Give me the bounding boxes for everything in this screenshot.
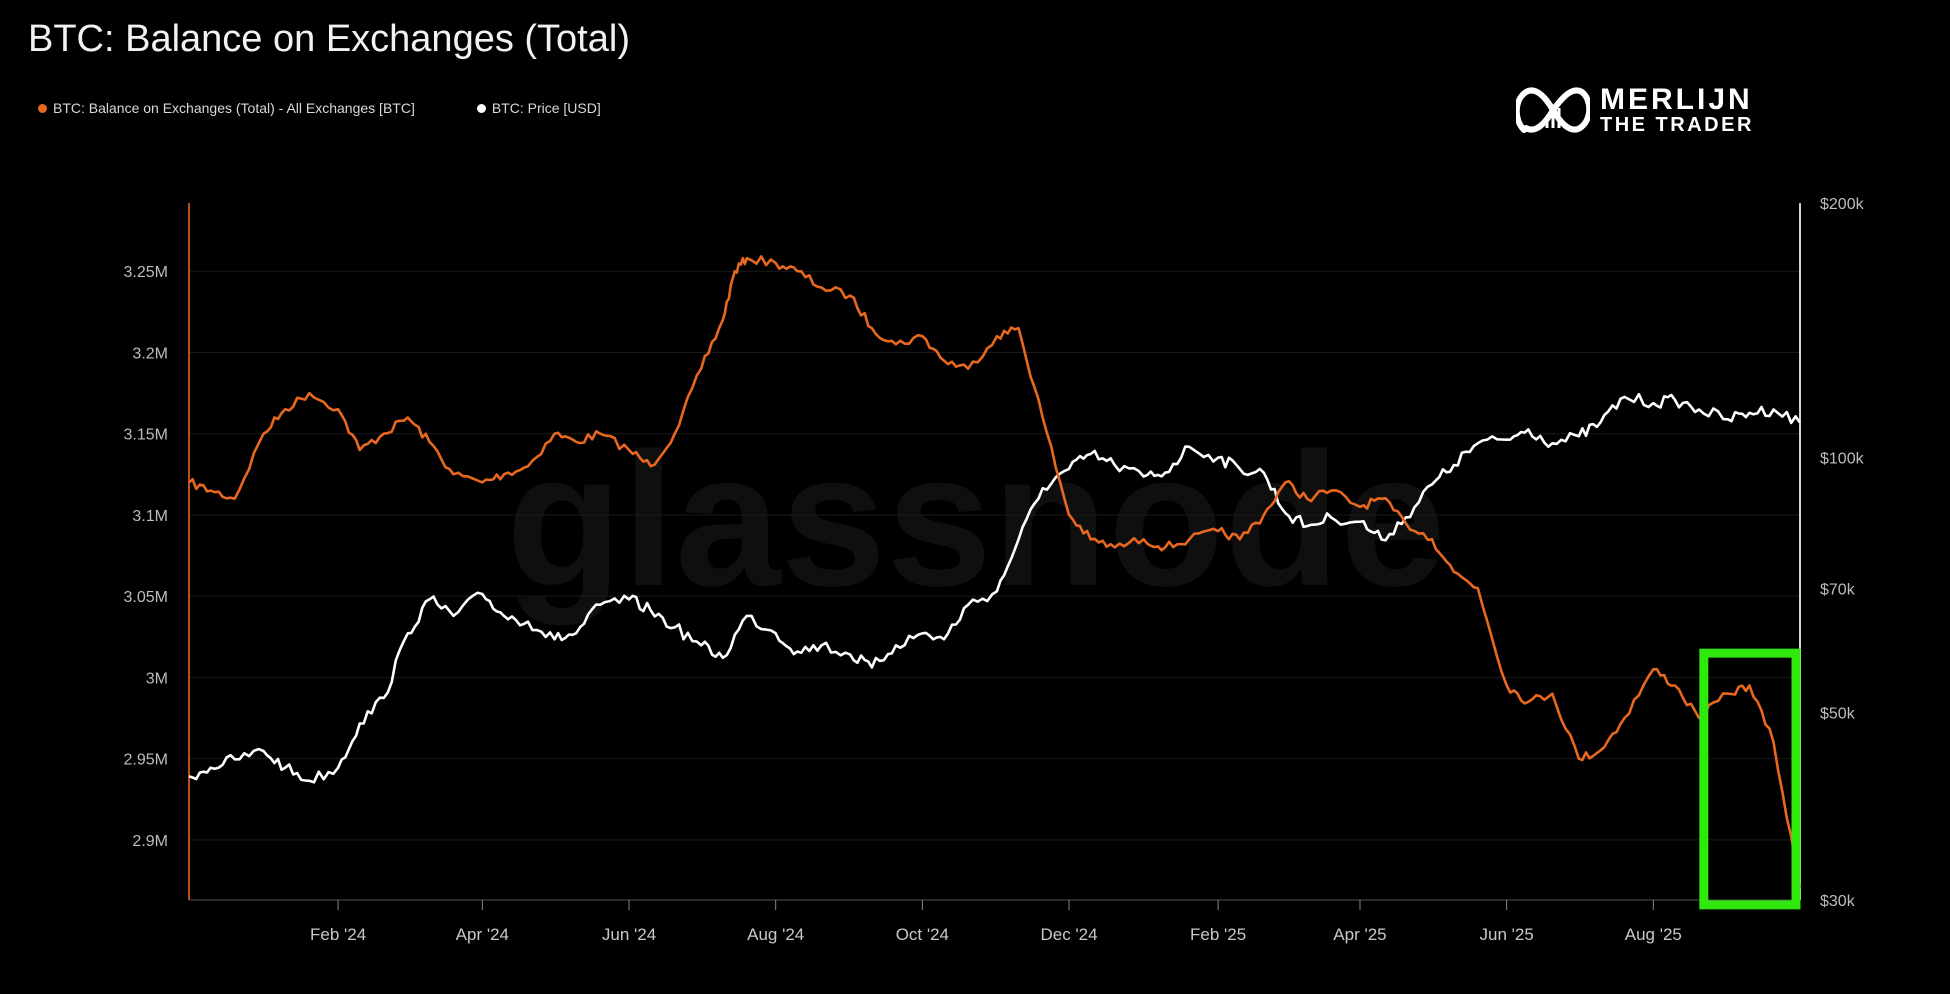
- y-right-ticks: $200k $100k $70k $50k $30k: [1820, 196, 1865, 910]
- series-price-line: [188, 392, 1802, 784]
- x-tick-label: Oct '24: [896, 925, 949, 944]
- y-right-tick-label: $30k: [1820, 893, 1856, 910]
- x-tick-label: Jun '25: [1480, 925, 1534, 944]
- y-left-ticks: 3.25M 3.2M 3.15M 3.1M 3.05M 3M 2.95M 2.9M: [124, 264, 168, 850]
- y-right-tick-label: $100k: [1820, 451, 1865, 468]
- y-left-tick-label: 3.1M: [132, 508, 168, 525]
- x-tick-label: Jun '24: [602, 925, 656, 944]
- x-tick-label: Apr '24: [456, 925, 509, 944]
- y-right-tick-label: $70k: [1820, 582, 1856, 599]
- legend: BTC: Balance on Exchanges (Total) - All …: [38, 100, 601, 116]
- x-tick-label: Aug '24: [747, 925, 804, 944]
- x-tick-label: Dec '24: [1040, 925, 1097, 944]
- brand-logo: MERLIJN THE TRADER: [1516, 84, 1754, 136]
- x-tick-label: Feb '24: [310, 925, 366, 944]
- y-left-tick-label: 3.2M: [132, 345, 168, 362]
- watermark: glassnode: [506, 414, 1446, 626]
- legend-dot-balance: [38, 103, 47, 113]
- y-left-tick-label: 2.9M: [132, 833, 168, 850]
- brand-subtitle: THE TRADER: [1600, 114, 1754, 136]
- legend-item-balance[interactable]: BTC: Balance on Exchanges (Total) - All …: [38, 100, 415, 116]
- y-right-tick-label: $200k: [1820, 196, 1865, 213]
- chart-title: BTC: Balance on Exchanges (Total): [28, 18, 630, 60]
- brand-mark-icon: [1516, 87, 1590, 133]
- y-left-tick-label: 3.25M: [124, 264, 168, 281]
- y-right-tick-label: $50k: [1820, 705, 1856, 722]
- y-left-tick-label: 2.95M: [124, 752, 168, 769]
- y-left-tick-label: 3.15M: [124, 427, 168, 444]
- y-left-tick-label: 3M: [146, 670, 168, 687]
- legend-label-price: BTC: Price [USD]: [491, 100, 601, 116]
- grid-lines: [189, 270, 1800, 841]
- highlight-box: [1699, 648, 1801, 910]
- x-tick-label: Aug '25: [1625, 925, 1682, 944]
- legend-label-balance: BTC: Balance on Exchanges (Total) - All …: [53, 100, 415, 116]
- legend-dot-price: [476, 103, 486, 113]
- x-ticks: Feb '24 Apr '24 Jun '24 Aug '24 Oct '24 Dec '…: [310, 900, 1682, 944]
- legend-item-price[interactable]: BTC: Price [USD]: [476, 100, 601, 116]
- y-left-tick-label: 3.05M: [124, 589, 168, 606]
- x-tick-label: Feb '25: [1190, 925, 1246, 944]
- x-tick-label: Apr '25: [1333, 925, 1386, 944]
- series-balance-line: [188, 255, 1802, 889]
- brand-name: MERLIJN: [1600, 83, 1753, 116]
